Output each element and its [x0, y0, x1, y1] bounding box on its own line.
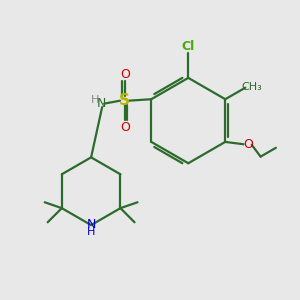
Text: N: N [97, 97, 106, 110]
Text: S: S [119, 93, 130, 108]
Text: Cl: Cl [182, 40, 195, 53]
Text: CH₃: CH₃ [242, 82, 262, 92]
Text: H: H [91, 94, 99, 104]
Text: H: H [87, 227, 95, 237]
Text: O: O [120, 121, 130, 134]
Text: O: O [243, 138, 253, 151]
Text: O: O [120, 68, 130, 81]
Text: N: N [86, 218, 96, 231]
